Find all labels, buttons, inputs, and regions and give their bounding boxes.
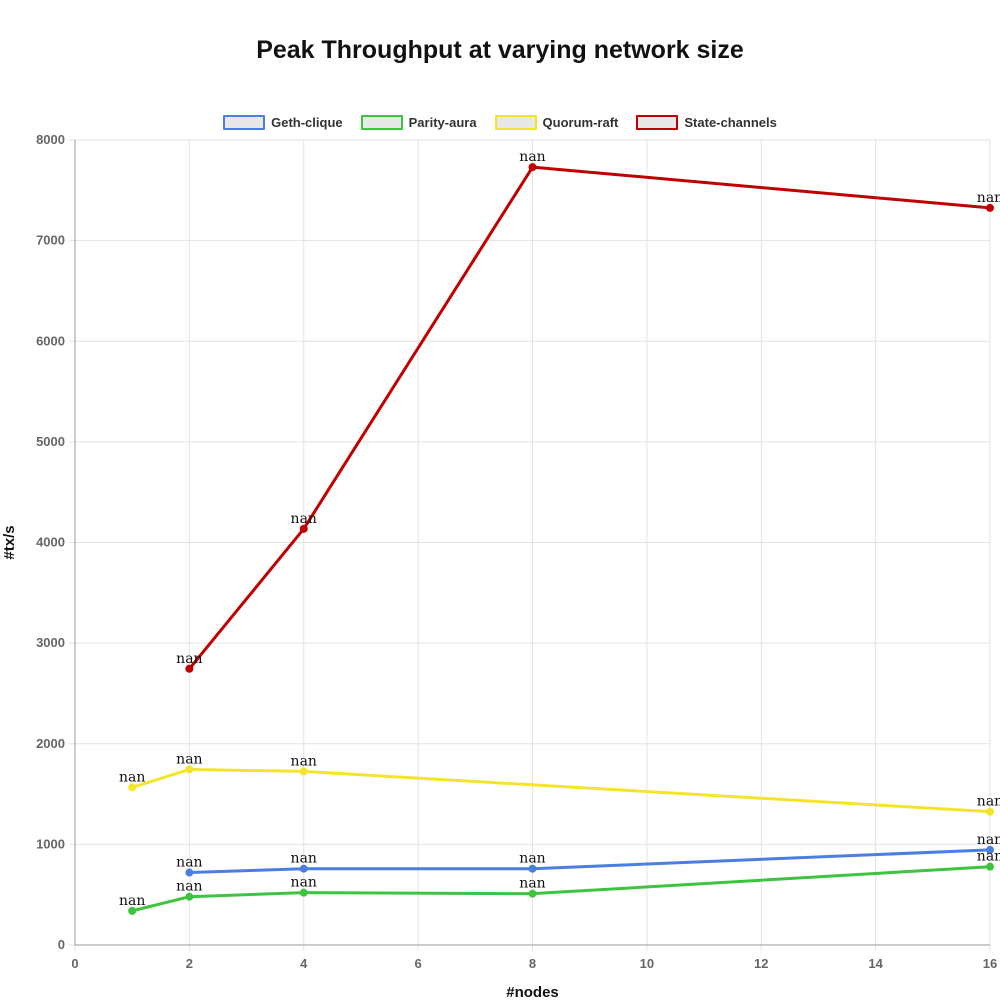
data-point	[185, 892, 194, 901]
data-label: nan	[977, 190, 1000, 206]
data-label: nan	[176, 751, 202, 767]
y-tick-label: 7000	[36, 233, 65, 248]
data-point	[185, 868, 194, 877]
data-label: nan	[119, 893, 145, 909]
y-axis-title: #tx/s	[1, 525, 18, 559]
legend-swatch	[360, 115, 403, 130]
legend-label: Quorum-raft	[542, 115, 619, 130]
data-point	[299, 767, 308, 776]
data-point	[986, 203, 994, 212]
data-point	[986, 807, 994, 816]
y-tick-label: 4000	[36, 535, 65, 550]
series-line	[188, 165, 991, 670]
y-tick-label: 3000	[36, 635, 65, 650]
y-tick-label: 1000	[36, 836, 65, 851]
data-point	[299, 524, 308, 533]
legend-item[interactable]: Quorum-raft	[494, 115, 619, 130]
data-point	[528, 889, 537, 898]
legend-swatch	[494, 115, 537, 130]
x-axis-title: #nodes	[506, 984, 559, 1000]
legend-swatch	[636, 115, 679, 130]
data-label: nan	[519, 851, 545, 867]
data-point	[299, 888, 308, 897]
legend: Geth-clique Parity-aura Quorum-raft State-c…	[0, 115, 1000, 130]
legend-label: Parity-aura	[408, 115, 477, 130]
y-tick-label: 6000	[36, 333, 65, 348]
data-label: nan	[176, 879, 202, 895]
legend-item[interactable]: Parity-aura	[360, 115, 477, 130]
x-tick-label: 8	[529, 956, 536, 971]
data-label: nan	[176, 855, 202, 871]
y-tick-label: 8000	[36, 132, 65, 147]
data-label: nan	[176, 651, 202, 667]
data-label: nan	[291, 511, 317, 527]
data-label: nan	[977, 794, 1000, 810]
data-label: nan	[977, 849, 1000, 865]
data-label: nan	[119, 769, 145, 785]
x-tick-label: 0	[71, 956, 78, 971]
data-label: nan	[519, 876, 545, 892]
y-tick-label: 5000	[36, 434, 65, 449]
series-line	[131, 767, 991, 814]
y-tick-label: 2000	[36, 736, 65, 751]
data-point	[128, 783, 137, 792]
data-point	[185, 765, 194, 774]
series-line	[189, 848, 991, 875]
series-line	[131, 865, 991, 913]
data-label: nan	[291, 851, 317, 867]
data-point	[986, 845, 994, 854]
x-tick-label: 10	[640, 956, 654, 971]
y-tick-label: 0	[58, 937, 65, 952]
x-tick-label: 4	[300, 956, 308, 971]
legend-item[interactable]: State-channels	[636, 115, 777, 130]
x-tick-label: 16	[983, 956, 997, 971]
x-tick-label: 2	[186, 956, 193, 971]
legend-label: Geth-clique	[271, 115, 343, 130]
legend-swatch	[223, 115, 266, 130]
legend-label: State-channels	[684, 115, 777, 130]
data-label: nan	[291, 753, 317, 769]
data-point	[299, 864, 308, 873]
x-tick-label: 14	[868, 956, 883, 971]
data-point	[986, 862, 994, 871]
x-tick-label: 12	[754, 956, 768, 971]
data-label: nan	[519, 149, 545, 165]
data-point	[185, 664, 194, 673]
data-point	[528, 864, 537, 873]
data-point	[128, 906, 137, 915]
data-point	[528, 163, 537, 172]
chart-title: Peak Throughput at varying network size	[256, 36, 744, 64]
legend-item[interactable]: Geth-clique	[223, 115, 343, 130]
data-label: nan	[977, 832, 1000, 848]
x-tick-label: 6	[415, 956, 422, 971]
data-label: nan	[291, 875, 317, 891]
